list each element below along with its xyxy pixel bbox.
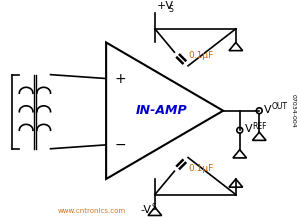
Text: S: S <box>169 5 173 14</box>
Text: +V: +V <box>157 1 174 11</box>
Text: OUT: OUT <box>272 102 288 111</box>
Text: REF: REF <box>253 122 267 131</box>
Text: 07034-004: 07034-004 <box>291 94 296 128</box>
Text: S: S <box>152 203 157 212</box>
Text: V: V <box>264 105 272 115</box>
Text: V: V <box>245 124 252 134</box>
Text: IN-AMP: IN-AMP <box>136 104 188 117</box>
Text: www.cntronics.com: www.cntronics.com <box>57 208 126 214</box>
Text: -V: -V <box>140 205 151 215</box>
Text: 0.1μF: 0.1μF <box>188 51 213 60</box>
Text: 0.1μF: 0.1μF <box>188 164 213 173</box>
Text: −: − <box>115 138 126 152</box>
Text: +: + <box>115 72 126 85</box>
